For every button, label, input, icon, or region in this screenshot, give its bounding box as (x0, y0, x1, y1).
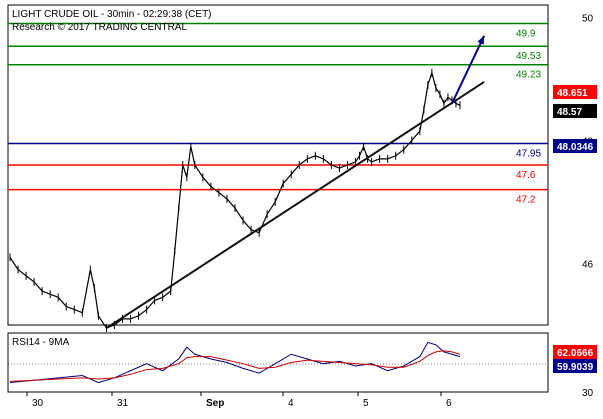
rsi-tag-label: 62.0666 (557, 348, 594, 359)
rsi-layer (9, 341, 461, 384)
x-tick-label: 6 (446, 398, 452, 409)
level-label: 49.9 (516, 28, 536, 39)
levels-layer: 49.9 49.53 49.23 47.95 47.6 47.2 (8, 22, 548, 206)
rsi-series-line (9, 350, 461, 382)
support-trendline (105, 81, 485, 329)
level-label: 47.6 (516, 170, 536, 181)
rsi-tag-label: 59.9039 (557, 362, 594, 373)
price-tag-box (553, 139, 597, 153)
price-tag-box (553, 104, 597, 118)
chart-subtitle: Research © 2017 TRADING CENTRAL (12, 22, 187, 33)
level-label: 49.53 (516, 51, 541, 62)
rsi-title: RSI14 - 9MA (12, 337, 70, 348)
x-tick-label: 30 (32, 398, 44, 409)
rsi-tag-box (553, 345, 597, 359)
level-label: 47.2 (516, 195, 536, 206)
level-label: 49.23 (516, 70, 541, 81)
y-tick-label: 50 (582, 13, 594, 24)
forecast-arrow-head (477, 35, 485, 45)
x-tick-label: 4 (288, 398, 294, 409)
level-label: 47.95 (516, 148, 541, 159)
price-line (9, 70, 461, 329)
rsi-tag-box (553, 359, 597, 373)
x-tick-label: 5 (363, 398, 369, 409)
chart-title: LIGHT CRUDE OIL - 30min - 02:29:38 (CET) (12, 9, 212, 20)
price-tag-label: 48.57 (557, 107, 582, 118)
price-tag-box (553, 85, 597, 99)
x-tick-label: Sep (206, 398, 224, 409)
forecast-arrow (451, 35, 486, 104)
rsi-y-tick-label: 30 (582, 388, 594, 399)
price-layer (9, 35, 486, 333)
price-tag-label: 48.0346 (557, 142, 594, 153)
tag-layer: 48.651 48.57 48.0346 62.0666 59.9039 (553, 85, 597, 373)
x-tick-label: 31 (117, 398, 129, 409)
price-tag-label: 48.651 (557, 88, 588, 99)
y-tick-label: 46 (582, 259, 594, 270)
